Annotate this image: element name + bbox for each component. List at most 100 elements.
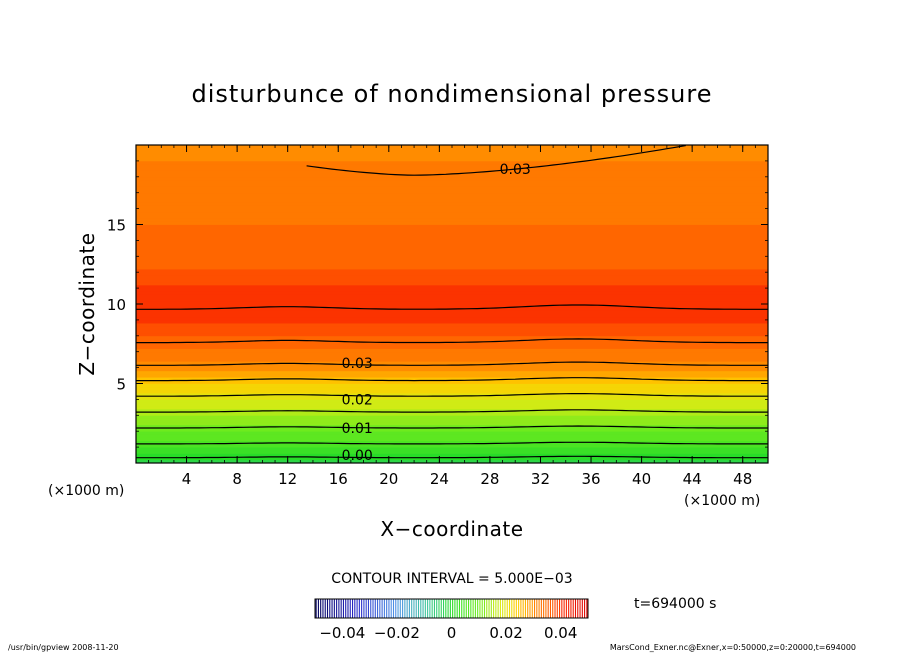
color-band — [136, 268, 768, 273]
contour-line — [136, 338, 768, 344]
color-band — [136, 399, 768, 403]
color-band — [136, 335, 768, 340]
color-band — [136, 243, 768, 248]
color-band — [136, 402, 768, 407]
color-band — [136, 274, 768, 279]
color-band — [136, 395, 768, 400]
y-axis-label: Z−coordinate — [75, 232, 99, 375]
contour-label: 0.01 — [342, 421, 373, 437]
contour-labels: 0.03 0.03 0.02 0.01 0.00 — [342, 162, 531, 464]
color-band — [136, 230, 768, 235]
color-band — [136, 383, 768, 388]
color-band — [136, 364, 768, 368]
contour-line — [136, 304, 768, 310]
color-band — [136, 329, 768, 334]
color-band — [136, 408, 768, 413]
color-band — [136, 157, 768, 162]
color-band — [136, 348, 768, 353]
color-band — [136, 414, 768, 419]
color-band — [136, 379, 768, 384]
x-tick-label: 32 — [531, 470, 550, 488]
x-tick-label: 28 — [480, 470, 499, 488]
color-band — [136, 357, 768, 362]
color-bands — [136, 145, 768, 463]
color-band — [136, 325, 768, 330]
color-band — [136, 160, 768, 165]
color-band — [136, 278, 768, 283]
color-band — [136, 433, 768, 438]
color-band — [136, 185, 768, 190]
contour-label: 0.03 — [500, 162, 531, 178]
color-band — [136, 313, 768, 318]
x-axis-label: X−coordinate — [380, 517, 523, 541]
color-band — [136, 240, 768, 244]
color-band — [136, 405, 768, 410]
colorbar-frame — [314, 598, 589, 619]
color-band — [136, 166, 768, 171]
footer-left: /usr/bin/gpview 2008-11-20 — [8, 643, 119, 652]
x-unit-right: (×1000 m) — [684, 493, 760, 509]
colorbar-ticks: −0.04 −0.02 0 0.02 0.04 — [319, 624, 577, 642]
color-band — [136, 262, 768, 267]
color-band — [136, 287, 768, 292]
x-tick-label: 44 — [683, 470, 702, 488]
color-band — [136, 309, 768, 314]
color-band — [136, 344, 768, 349]
color-band — [136, 271, 768, 276]
color-band — [136, 351, 768, 356]
contour-interval: CONTOUR INTERVAL = 5.000E−03 — [331, 571, 572, 587]
contour-line — [136, 441, 768, 445]
color-band — [136, 297, 768, 302]
color-band — [136, 456, 768, 461]
y-tick-label: 5 — [116, 376, 126, 394]
color-band — [136, 227, 768, 232]
colorbar-tick-label: 0.04 — [544, 624, 577, 642]
color-band — [136, 208, 768, 213]
color-band — [136, 259, 768, 264]
contour-line — [306, 145, 686, 176]
color-band — [136, 427, 768, 432]
color-band — [136, 443, 768, 448]
contour-line — [136, 377, 768, 382]
color-band — [136, 376, 768, 381]
color-band — [136, 252, 768, 257]
contour-line — [136, 425, 768, 429]
color-band — [136, 201, 768, 206]
color-band — [136, 386, 768, 391]
color-band — [136, 154, 768, 159]
color-band — [136, 430, 768, 435]
x-tick-label: 16 — [329, 470, 348, 488]
color-band — [136, 373, 768, 378]
y-tick-label: 15 — [107, 217, 126, 235]
color-band — [136, 338, 768, 343]
color-band — [136, 341, 768, 346]
color-band — [136, 179, 768, 184]
color-band — [136, 370, 768, 375]
colorbar — [315, 599, 588, 618]
color-band — [136, 150, 768, 155]
color-band — [136, 217, 768, 222]
x-tick-label: 8 — [232, 470, 242, 488]
color-band — [136, 424, 768, 429]
color-band — [136, 440, 768, 445]
contour-line — [136, 409, 768, 413]
color-band — [136, 189, 768, 194]
x-tick-label: 4 — [182, 470, 192, 488]
plot-area — [136, 145, 768, 463]
color-band — [136, 170, 768, 175]
color-band — [136, 214, 768, 219]
contour-label: 0.02 — [342, 392, 373, 408]
x-unit-left: (×1000 m) — [48, 483, 124, 499]
color-band — [136, 449, 768, 454]
color-band — [136, 220, 768, 225]
color-band — [136, 249, 768, 254]
color-band — [136, 367, 768, 372]
color-band — [136, 147, 768, 152]
color-band — [136, 303, 768, 308]
color-band — [136, 195, 768, 200]
contour-line — [136, 455, 768, 459]
color-band — [136, 294, 768, 299]
x-tick-label: 36 — [581, 470, 600, 488]
color-band — [136, 163, 768, 168]
color-band — [136, 354, 768, 359]
